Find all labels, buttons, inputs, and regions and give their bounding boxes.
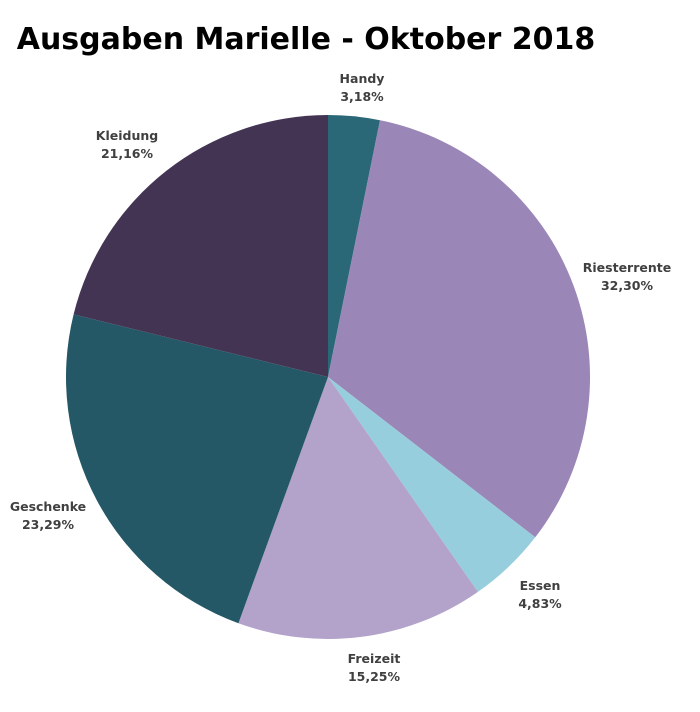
chart-title: Ausgaben Marielle - Oktober 2018 — [17, 22, 596, 57]
pie-slice-freizeit — [238, 377, 478, 640]
pie-slice-kleidung — [73, 115, 328, 377]
pie-slice-riesterrente — [328, 120, 591, 538]
slice-label-name: Riesterrente — [583, 260, 671, 275]
slice-label-value: 23,29% — [22, 517, 75, 532]
slice-label-name: Freizeit — [348, 651, 401, 666]
pie-slice-geschenke — [66, 314, 328, 624]
slice-label-value: 21,16% — [101, 146, 154, 161]
slice-label-name: Essen — [520, 578, 561, 593]
pie-labels: Handy 3,18% Riesterrente 32,30% Essen 4,83% Fr… — [10, 71, 671, 684]
slice-label-value: 3,18% — [340, 89, 384, 104]
slice-label-name: Kleidung — [96, 128, 158, 143]
pie-slice-handy — [328, 115, 380, 377]
slice-label-value: 4,83% — [518, 596, 562, 611]
pie-slices — [66, 115, 591, 640]
slice-label-value: 32,30% — [601, 278, 654, 293]
slice-label-name: Geschenke — [10, 499, 86, 514]
pie-slice-essen — [328, 377, 536, 592]
slice-label-name: Handy — [340, 71, 385, 86]
slice-label-value: 15,25% — [348, 669, 401, 684]
